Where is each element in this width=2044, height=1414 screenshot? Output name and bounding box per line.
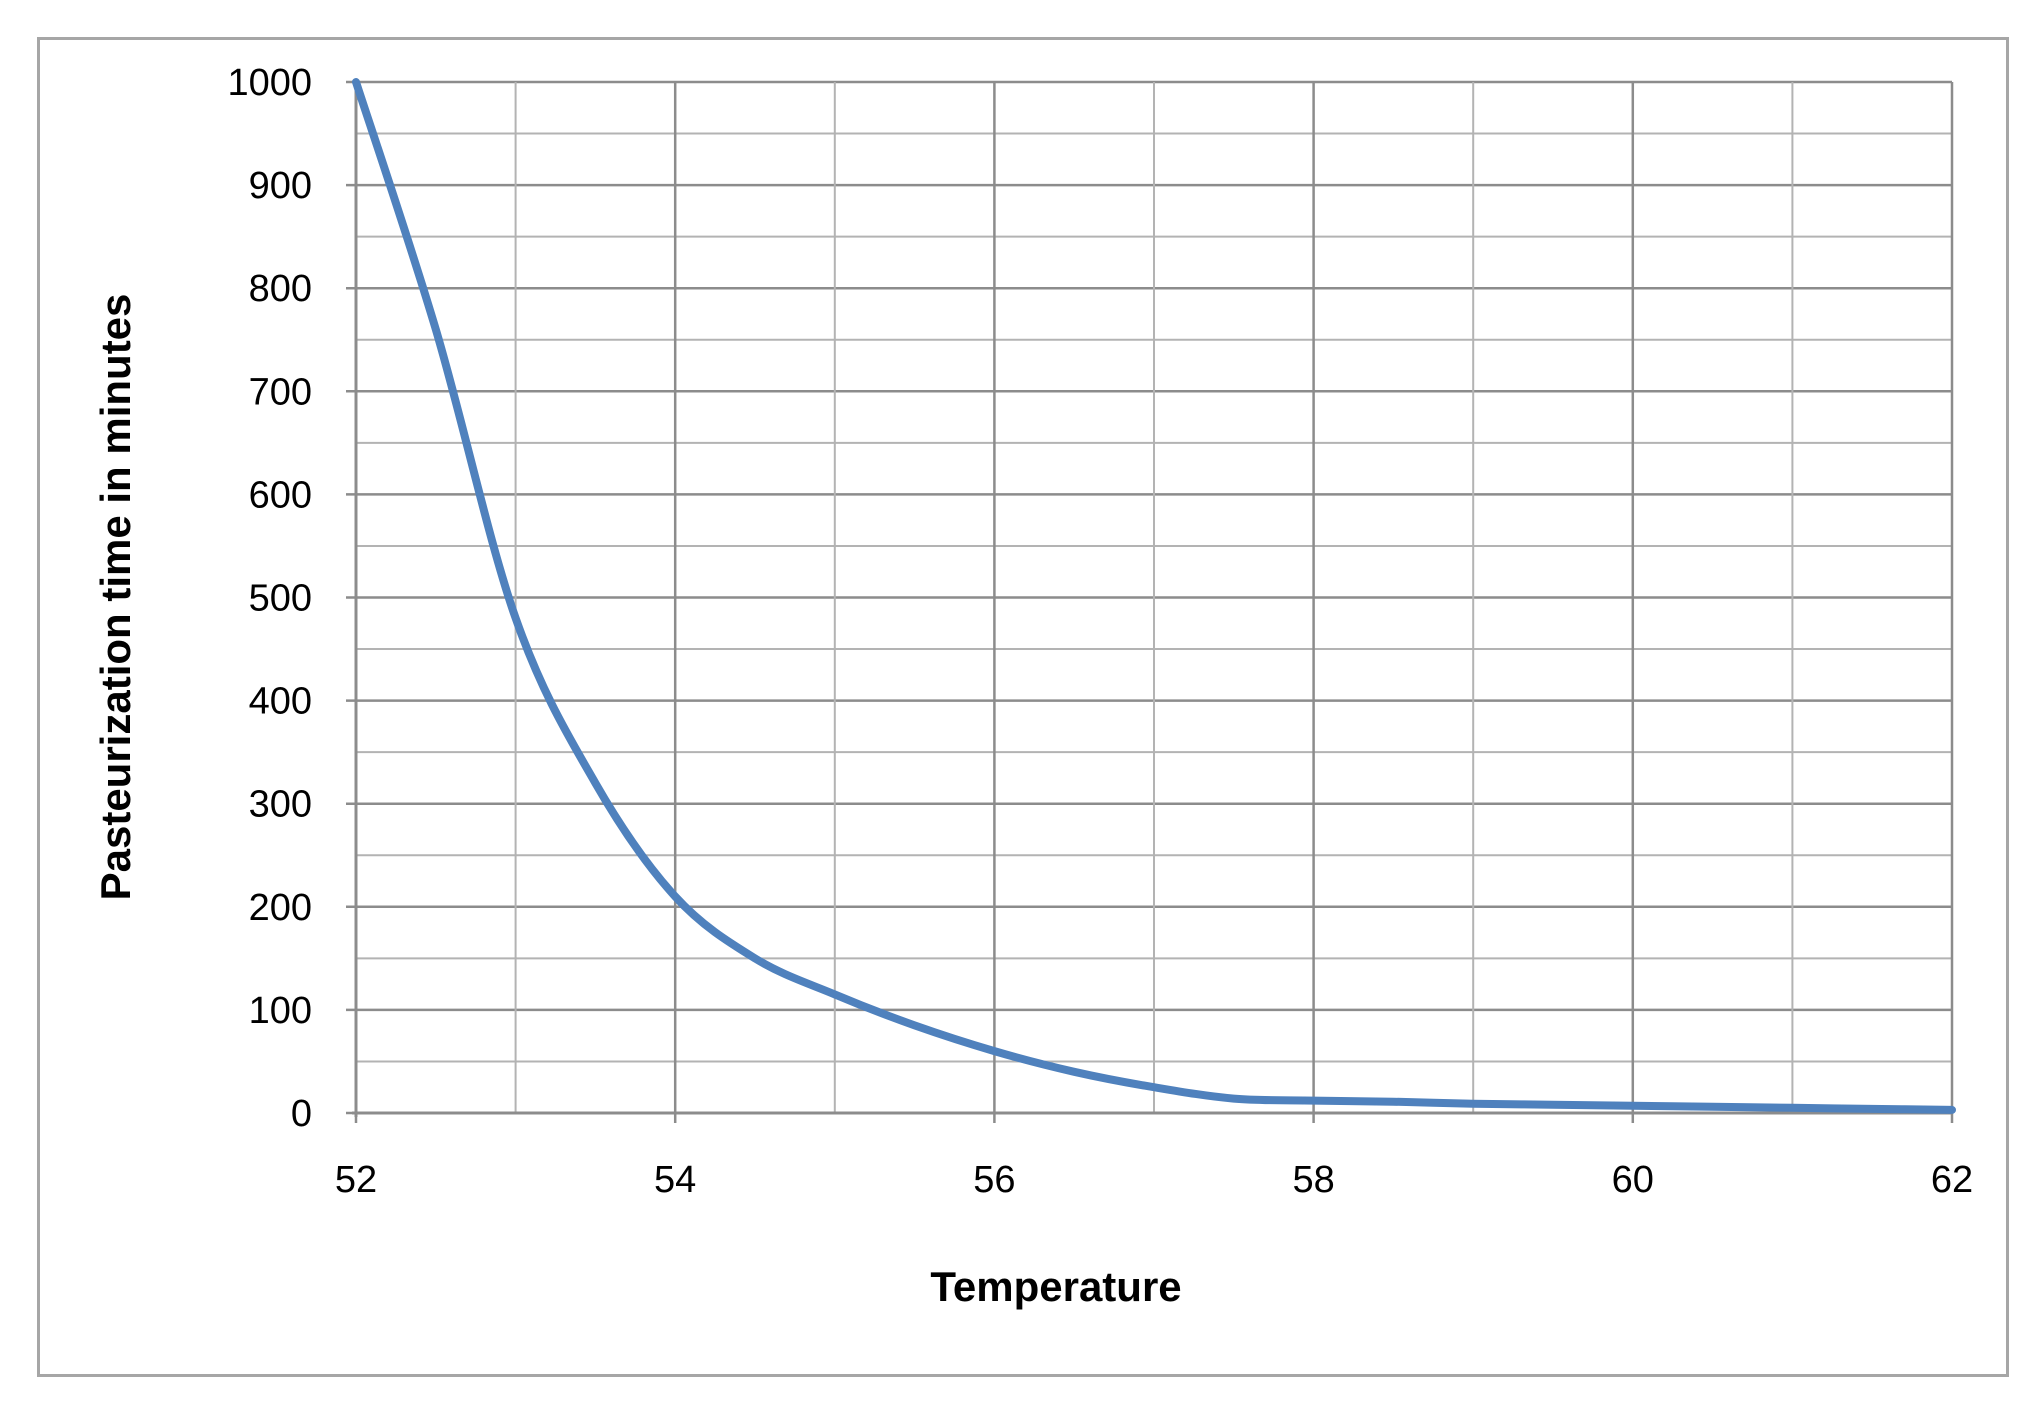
y-axis-ticks: 0 100 200 300 400 500 600 700 800 900 1000 bbox=[227, 62, 312, 1135]
y-tick-label: 700 bbox=[249, 371, 312, 413]
y-tick-label: 200 bbox=[249, 887, 312, 929]
data-point bbox=[1632, 1105, 1633, 1106]
y-tick-label: 900 bbox=[249, 165, 312, 207]
x-tick-label: 52 bbox=[335, 1159, 377, 1201]
x-tick-label: 56 bbox=[973, 1159, 1015, 1201]
x-tick-label: 54 bbox=[654, 1159, 696, 1201]
data-point bbox=[994, 1051, 995, 1052]
grid bbox=[346, 80, 1954, 1123]
y-tick-label: 0 bbox=[291, 1093, 312, 1135]
data-point bbox=[834, 994, 835, 995]
y-tick-label: 500 bbox=[249, 578, 312, 620]
y-tick-label: 400 bbox=[249, 681, 312, 723]
data-point bbox=[675, 896, 676, 897]
series-group bbox=[352, 78, 1956, 1114]
y-tick-label: 600 bbox=[249, 474, 312, 516]
data-point bbox=[1233, 1098, 1234, 1099]
x-tick-label: 62 bbox=[1931, 1159, 1973, 1201]
data-point bbox=[515, 618, 516, 619]
data-point bbox=[595, 783, 596, 784]
data-point bbox=[755, 958, 756, 959]
y-tick-label: 300 bbox=[249, 784, 312, 826]
x-axis-ticks: 52 54 56 58 60 62 bbox=[335, 1159, 1973, 1201]
x-axis-title: Temperature bbox=[930, 1263, 1181, 1310]
y-tick-label: 1000 bbox=[227, 62, 312, 104]
x-tick-label: 60 bbox=[1612, 1159, 1654, 1201]
y-axis-title: Pasteurization time in minutes bbox=[92, 294, 139, 901]
data-point bbox=[1313, 1100, 1314, 1101]
data-point bbox=[914, 1025, 915, 1026]
data-point bbox=[1872, 1108, 1873, 1109]
data-point bbox=[1712, 1106, 1713, 1107]
x-tick-label: 58 bbox=[1292, 1159, 1334, 1201]
chart-frame bbox=[37, 37, 2009, 1377]
data-point bbox=[1952, 1109, 1953, 1110]
data-point bbox=[1074, 1071, 1075, 1072]
data-point bbox=[1393, 1101, 1394, 1102]
y-tick-label: 100 bbox=[249, 990, 312, 1032]
series-line bbox=[352, 78, 1956, 1114]
data-point bbox=[1792, 1107, 1793, 1108]
data-point bbox=[1154, 1087, 1155, 1088]
data-point bbox=[435, 329, 436, 330]
data-point bbox=[356, 82, 357, 83]
data-point bbox=[1553, 1104, 1554, 1105]
data-point bbox=[1473, 1103, 1474, 1104]
y-tick-label: 800 bbox=[249, 268, 312, 310]
